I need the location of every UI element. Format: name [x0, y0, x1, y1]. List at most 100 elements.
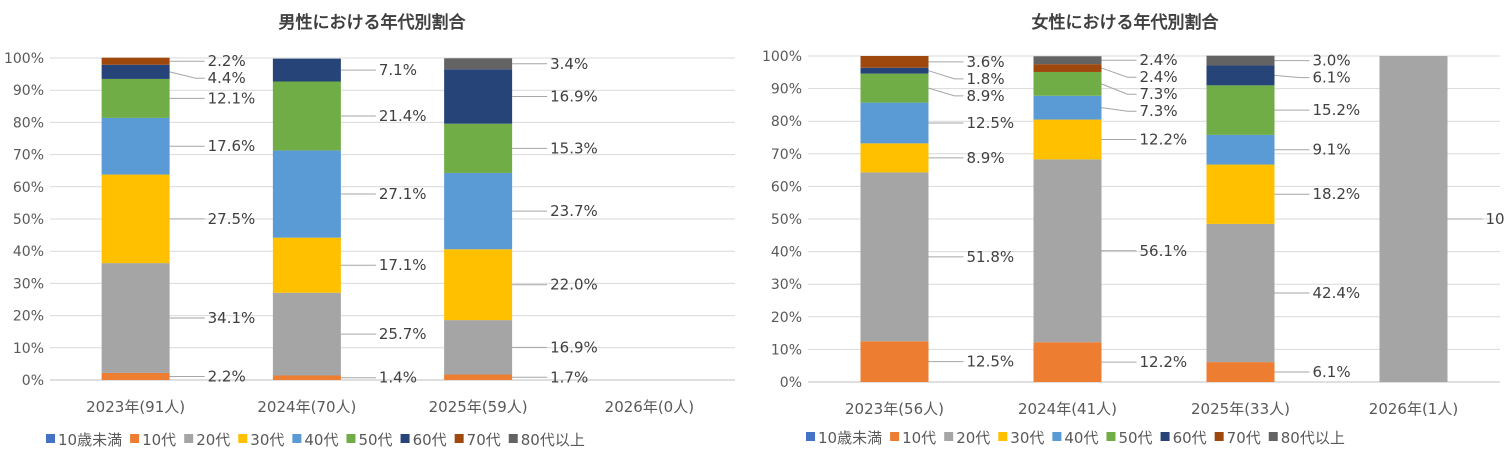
y-tick-label: 0% [22, 373, 44, 389]
y-tick-label: 30% [771, 277, 802, 293]
bar-segment [444, 249, 512, 320]
bar-segment [273, 59, 341, 82]
legend-label: 20代 [196, 431, 230, 449]
bar-segment [273, 375, 341, 380]
bar-segment [1034, 64, 1102, 72]
x-tick-label: 2023年(56人) [845, 400, 944, 418]
bar-segment [444, 58, 512, 69]
legend-label: 10代 [902, 429, 936, 447]
x-tick-label: 2025年(59人) [429, 398, 528, 416]
data-label: 16.9% [550, 338, 598, 356]
x-tick-label: 2024年(70人) [257, 398, 356, 416]
y-tick-label: 30% [13, 276, 44, 292]
legend-label: 10歳未満 [58, 431, 122, 449]
bar-segment [444, 173, 512, 249]
y-tick-label: 10% [771, 342, 802, 358]
data-label: 2.4% [1140, 68, 1178, 86]
bar-segment [1034, 159, 1102, 342]
bar-segment [861, 74, 929, 103]
legend-swatch [130, 434, 139, 443]
legend-swatch [890, 432, 899, 441]
bar-segment [1207, 224, 1275, 362]
y-tick-label: 100% [4, 51, 44, 67]
x-tick-label: 2026年(1人) [1369, 400, 1458, 418]
legend-label: 80代以上 [1281, 429, 1345, 447]
bar-segment [102, 118, 170, 175]
data-label: 3.6% [967, 53, 1005, 71]
data-label: 8.9% [967, 149, 1005, 167]
bar-segment [273, 293, 341, 376]
bar-segment [861, 68, 929, 74]
legend-swatch [509, 434, 518, 443]
legend-swatch [1052, 432, 1061, 441]
data-label: 27.5% [208, 210, 256, 228]
data-label: 7.3% [1140, 102, 1178, 120]
bar-segment [1207, 85, 1275, 135]
bar-segment [273, 238, 341, 293]
bar-segment [1207, 65, 1275, 85]
legend-label: 80代以上 [521, 431, 585, 449]
data-label: 17.1% [379, 256, 427, 274]
bar-segment [102, 175, 170, 264]
bar-segment [1207, 56, 1275, 66]
x-tick-label: 2023年(91人) [86, 398, 185, 416]
data-label: 15.3% [550, 139, 598, 157]
bar-segment [1034, 96, 1102, 120]
legend-swatch [944, 432, 953, 441]
bar-segment [102, 58, 170, 65]
data-label: 2.2% [208, 367, 246, 385]
bar-segment [861, 56, 929, 68]
leader-line [1102, 108, 1137, 112]
legend-swatch [806, 432, 815, 441]
bar-segment [1034, 342, 1102, 382]
data-label: 27.1% [379, 185, 427, 203]
bar-segment [102, 65, 170, 79]
y-tick-label: 20% [771, 310, 802, 326]
bar-segment [444, 375, 512, 380]
bar-segment [444, 320, 512, 374]
y-tick-label: 50% [771, 212, 802, 228]
female-chart: 女性における年代別割合0%10%20%30%40%50%60%70%80%90%… [762, 12, 1504, 447]
bar-segment [861, 341, 929, 382]
y-tick-label: 0% [780, 375, 802, 391]
bar-segment [861, 143, 929, 172]
legend-label: 70代 [1227, 429, 1261, 447]
legend-label: 60代 [413, 431, 447, 449]
legend-swatch [238, 434, 247, 443]
data-label: 56.1% [1140, 242, 1188, 260]
bar-segment [102, 79, 170, 118]
bar-segment [1380, 56, 1448, 382]
data-label: 22.0% [550, 276, 598, 294]
y-tick-label: 50% [13, 212, 44, 228]
legend-swatch [998, 432, 1007, 441]
bar-segment [273, 150, 341, 237]
legend-label: 20代 [956, 429, 990, 447]
chart-title: 男性における年代別割合 [279, 12, 467, 33]
legend-swatch [184, 434, 193, 443]
legend-swatch [401, 434, 410, 443]
data-label: 15.2% [1313, 101, 1361, 119]
y-tick-label: 90% [771, 82, 802, 98]
data-label: 6.1% [1313, 69, 1351, 87]
legend-label: 10歳未満 [818, 429, 882, 447]
male-chart: 男性における年代別割合0%10%20%30%40%50%60%70%80%90%… [4, 12, 735, 449]
data-label: 6.1% [1313, 363, 1351, 381]
bar-segment [1034, 56, 1102, 64]
legend-swatch [1269, 432, 1278, 441]
legend-label: 50代 [358, 431, 392, 449]
data-label: 7.3% [1140, 85, 1178, 103]
data-label: 17.6% [208, 137, 256, 155]
data-label: 23.7% [550, 202, 598, 220]
data-label: 8.9% [967, 87, 1005, 105]
leader-line [1102, 68, 1137, 77]
bar-segment [1034, 72, 1102, 96]
legend-label: 50代 [1118, 429, 1152, 447]
x-tick-label: 2025年(33人) [1191, 400, 1290, 418]
y-tick-label: 60% [771, 179, 802, 195]
data-label: 1.7% [550, 368, 588, 386]
leader-line [170, 72, 205, 78]
legend-swatch [346, 434, 355, 443]
data-label: 12.5% [967, 353, 1015, 371]
bar-segment [102, 373, 170, 380]
data-label: 2.4% [1140, 51, 1178, 69]
